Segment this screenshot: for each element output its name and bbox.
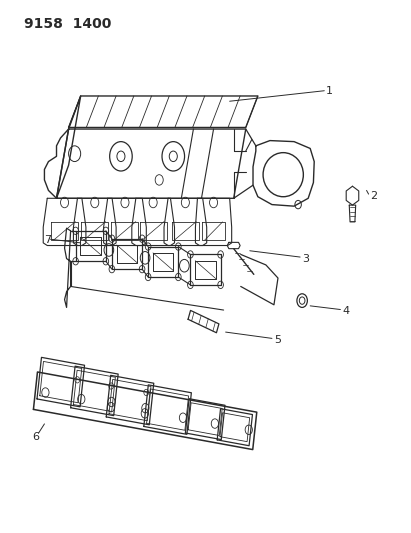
Text: 2: 2 bbox=[371, 191, 378, 200]
Text: 6: 6 bbox=[32, 432, 39, 442]
Text: 4: 4 bbox=[342, 306, 349, 316]
Text: 5: 5 bbox=[274, 335, 281, 345]
Text: 3: 3 bbox=[302, 254, 309, 264]
Text: 9158  1400: 9158 1400 bbox=[24, 17, 112, 31]
Text: 7: 7 bbox=[44, 235, 51, 245]
Text: 1: 1 bbox=[326, 86, 333, 96]
